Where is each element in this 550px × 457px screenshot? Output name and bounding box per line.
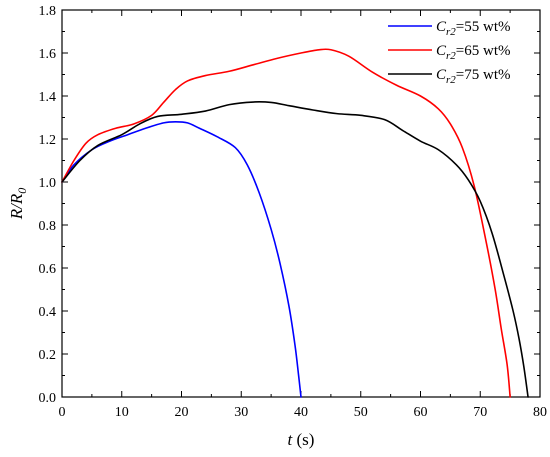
y-tick-label: 0.2 [39, 348, 57, 363]
legend-label-2: Cr2=65 wt% [436, 43, 511, 62]
legend-label-3: Cr2=75 wt% [436, 67, 511, 86]
x-tick-label: 60 [414, 405, 428, 420]
x-tick-label: 40 [294, 405, 308, 420]
x-tick-label: 50 [354, 405, 368, 420]
y-tick-label: 1.8 [39, 4, 57, 19]
x-tick-label: 30 [234, 405, 248, 420]
y-tick-label: 0.6 [39, 262, 57, 277]
y-tick-label: 1.6 [39, 47, 57, 62]
y-tick-label: 0.0 [39, 391, 57, 406]
legend: Cr2=55 wt% Cr2=65 wt% Cr2=75 wt% [388, 19, 511, 86]
x-tick-label: 10 [115, 405, 129, 420]
series-line-1 [61, 121, 302, 398]
x-tick-label: 80 [533, 405, 547, 420]
y-tick-label: 1.0 [39, 176, 57, 191]
y-ticks: 0.0 0.2 0.4 0.6 0.8 1.0 1.2 1.4 1.6 1.8 [39, 4, 540, 406]
series-line-3 [61, 101, 529, 398]
x-tick-label: 0 [59, 405, 66, 420]
y-axis-title: R/R0 [7, 188, 29, 221]
y-tick-label: 0.4 [39, 305, 57, 320]
y-tick-label: 1.2 [39, 133, 57, 148]
x-tick-label: 20 [175, 405, 189, 420]
series-lines [61, 48, 529, 398]
series-line-2 [61, 48, 511, 398]
x-tick-label: 70 [473, 405, 487, 420]
y-tick-label: 0.8 [39, 219, 57, 234]
x-axis-title: t (s) [288, 430, 315, 449]
y-tick-label: 1.4 [39, 90, 57, 105]
legend-label-1: Cr2=55 wt% [436, 19, 511, 38]
